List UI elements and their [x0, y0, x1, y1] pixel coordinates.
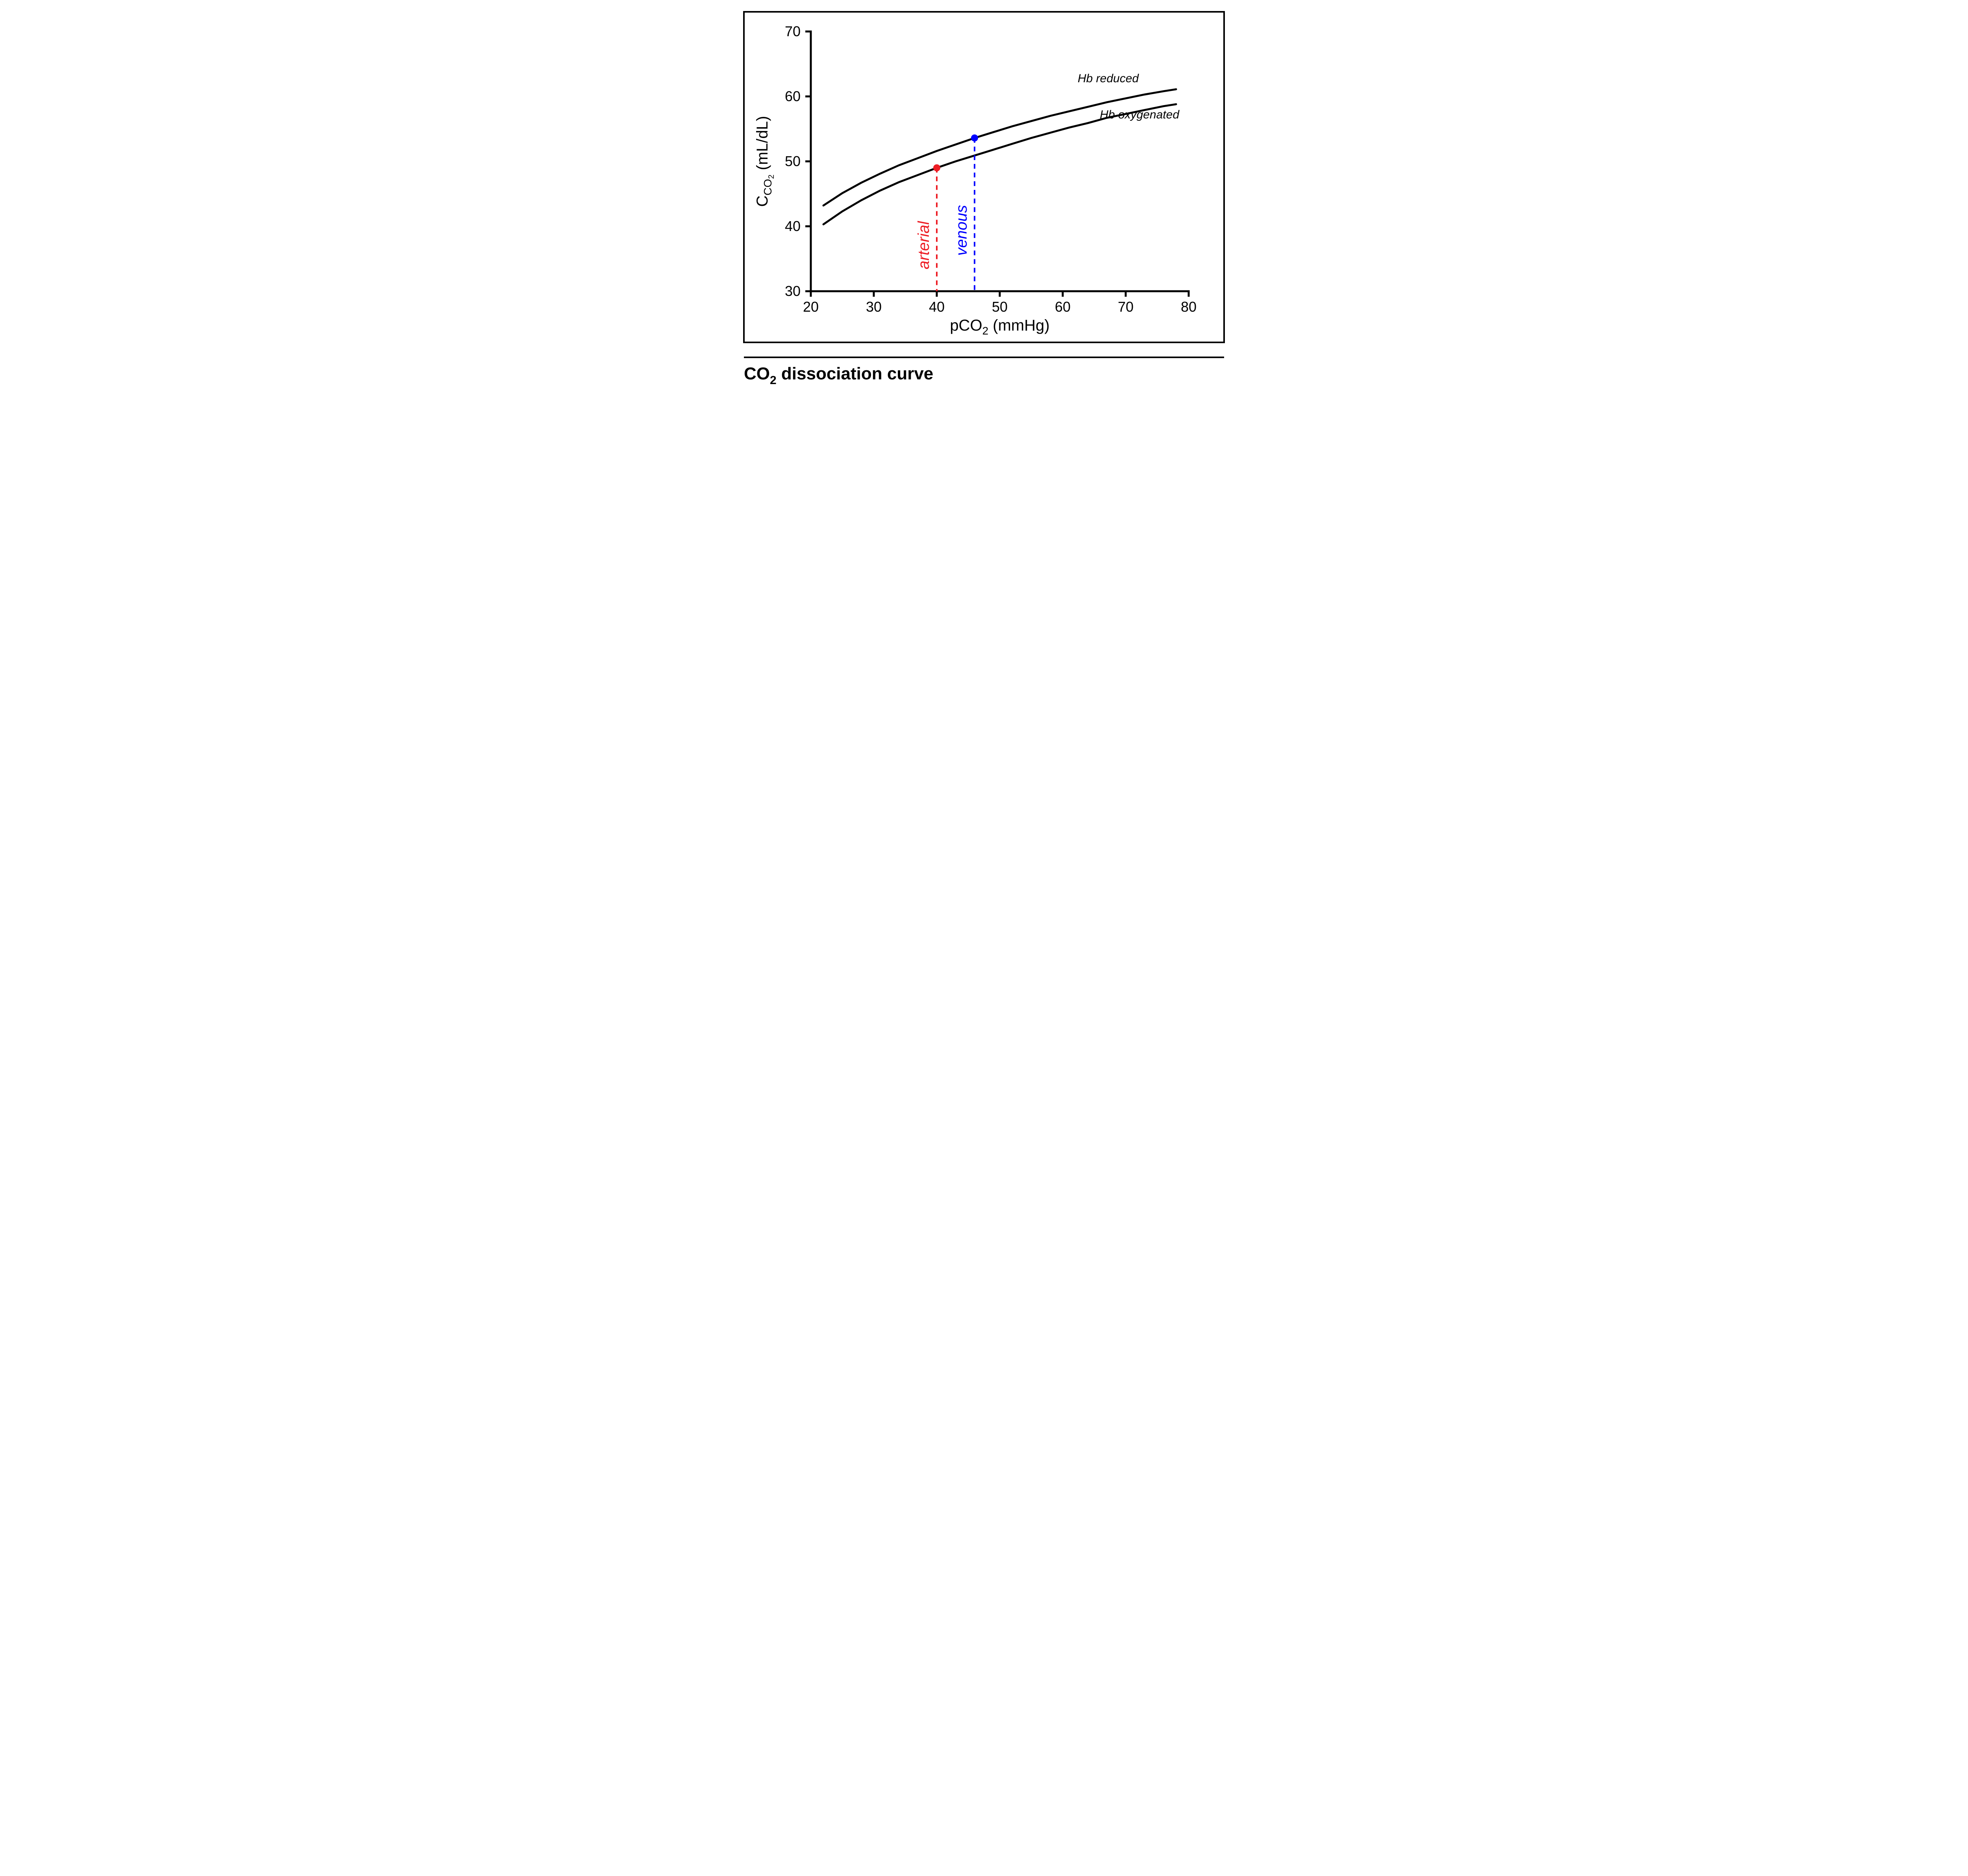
y-tick-label: 50 — [785, 153, 801, 169]
x-tick-label: 50 — [992, 299, 1008, 315]
figure-caption: CO2 dissociation curve — [744, 364, 933, 387]
x-tick-label: 30 — [866, 299, 882, 315]
x-tick-label: 80 — [1181, 299, 1197, 315]
arterial-label: arterial — [915, 221, 932, 269]
x-tick-label: 40 — [929, 299, 945, 315]
label-hb-oxygenated: Hb oxygenated — [1100, 108, 1180, 121]
arterial-point — [933, 164, 940, 172]
x-tick-label: 20 — [803, 299, 819, 315]
y-tick-label: 60 — [785, 88, 801, 104]
x-axis-title: pCO2 (mmHg) — [950, 317, 1049, 337]
label-hb-reduced: Hb reduced — [1078, 72, 1139, 85]
venous-label: venous — [953, 205, 970, 256]
venous-point — [971, 135, 978, 142]
chart-frame — [744, 12, 1224, 342]
y-tick-label: 40 — [785, 218, 801, 234]
x-tick-label: 60 — [1055, 299, 1071, 315]
y-tick-label: 30 — [785, 283, 801, 299]
y-tick-label: 70 — [785, 23, 801, 39]
co2-dissociation-chart: 203040506070803040506070pCO2 (mmHg)CCO2 … — [740, 8, 1228, 399]
x-tick-label: 70 — [1118, 299, 1134, 315]
